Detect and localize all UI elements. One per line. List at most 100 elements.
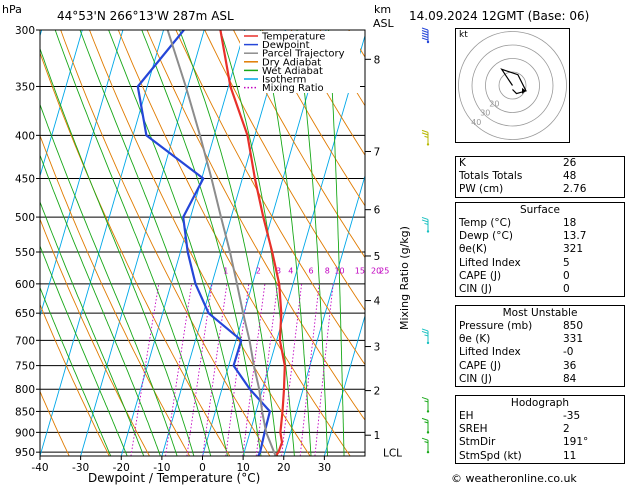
table-row: Dewp (°C) 13.7 [456,230,624,243]
temperature-tick-label: 0 [199,462,206,474]
height-unit-asl: ASL [373,17,394,30]
wet-adiabat-line [40,154,161,456]
isotherm-line [161,30,286,456]
hodograph-ring-label: 20 [489,100,499,109]
table-row: Temp (°C) 18 [456,217,624,230]
table-row: θe(K) 321 [456,243,624,256]
temperature-tick-label: 20 [277,462,290,474]
table-row: CIN (J) 0 [456,283,624,296]
mixing-ratio-line [314,283,334,456]
table-row: Lifted Index -0 [456,346,624,359]
most-unstable-value: 84 [563,372,577,385]
hodograph-table: Hodograph EH -35 SREH 2 StmDir 191° StmSpd (kt… [455,395,625,464]
wet-adiabat-line [40,47,195,456]
hodograph-ring [498,71,527,100]
km-tick-label: 6 [374,205,381,217]
pressure-tick-label: 900 [15,427,35,439]
most-unstable-title: Most Unstable [502,307,578,319]
table-row: SREH 2 [456,423,624,436]
legend-label: Mixing Ratio [262,83,324,94]
isotherm-line [40,30,83,178]
surface-label: Dewp (°C) [459,230,513,243]
hodograph-value: -35 [563,410,581,422]
isotherm-line [283,174,365,456]
most-unstable-value: 331 [563,333,584,346]
surface-value: 5 [563,256,570,269]
surface-value: 321 [563,243,584,256]
surface-value: 0 [563,283,570,296]
mixing-ratio-label: 3 [276,267,281,276]
valid-datetime: 14.09.2024 12GMT (Base: 06) [409,9,590,23]
wet-adiabat-line [296,30,328,456]
hodograph-value: 11 [563,449,577,462]
wet-adiabat-line [79,30,228,456]
isotherm-line [40,30,124,318]
mixing-ratio-label: 6 [309,267,314,276]
dry-adiabat-line [40,51,231,456]
lcl-label: LCL [383,447,402,459]
dry-adiabat-line [204,30,365,312]
pressure-tick-label: 550 [15,247,35,259]
dry-adiabat-line [175,30,365,366]
pressure-tick-label: 600 [15,279,35,291]
legend-label: Temperature [261,32,325,43]
isotherm-line [80,30,205,456]
wind-barb [421,216,430,233]
mixing-ratio-label: 2 [256,267,261,276]
km-tick-label: 1 [374,430,381,442]
dry-adiabat-line [40,134,190,456]
most-unstable-table: Most Unstable Pressure (mb) 850 θe (K) 331 L… [455,305,625,388]
wet-adiabat-line [40,244,128,456]
most-unstable-value: 850 [563,320,584,332]
wet-adiabat-line [219,30,295,456]
hodograph-ring-label: 30 [480,109,490,118]
pressure-tick-label: 850 [15,406,35,418]
y-axis-right-label: Mixing Ratio (g/kg) [398,226,411,330]
dry-adiabat-line [40,303,110,456]
pressure-tick-label: 350 [15,81,35,93]
wind-barb [421,27,430,44]
pressure-tick-label: 800 [15,384,35,396]
index-label: K [459,157,466,169]
isotherm-line [120,30,246,456]
isotherm-line [0,30,1,456]
surface-value: 0 [563,269,570,282]
most-unstable-label: Pressure (mb) [459,320,533,332]
isotherm-line [323,314,365,456]
station-location: 44°53'N 266°13'W 287m ASL [57,9,234,23]
dry-adiabat-line [261,30,365,207]
dry-adiabat-line [233,30,365,259]
hodograph-ring [471,44,554,127]
hodograph-table-title: Hodograph [510,397,570,409]
isotherm-line [242,34,365,456]
pressure-tick-label: 650 [15,308,35,320]
table-row: StmSpd (kt) 11 [456,450,624,463]
surface-label: Temp (°C) [459,217,512,229]
mixing-ratio-label: 4 [288,267,293,276]
hodograph-trace [500,68,527,95]
mixing-ratio-label: 8 [325,267,330,276]
temperature-tick-label: -30 [72,462,89,474]
wet-adiabat-line [328,30,345,456]
table-row: CAPE (J) 0 [456,270,624,283]
hodograph-ring [485,58,540,113]
wind-barb [421,129,430,146]
temperature-tick-label: -40 [31,462,48,474]
indices-table: K 26 Totals Totals 48 PW (cm) 2.76 [455,156,625,198]
hodograph-label: SREH [459,423,488,436]
legend-label: Dewpoint [262,40,310,51]
height-unit-km: km [374,3,392,16]
x-axis-label: Dewpoint / Temperature (°C) [88,471,261,485]
copyright-footer: © weatheronline.co.uk [451,472,577,485]
pressure-unit-label: hPa [2,3,22,16]
most-unstable-label: CIN (J) [459,372,492,385]
table-row: Totals Totals 48 [456,170,624,183]
series-dewpoint [136,30,271,456]
km-tick-label: 8 [374,54,381,66]
km-tick-label: 5 [374,251,381,263]
index-label: Totals Totals [459,170,523,183]
mixing-ratio-label: 1 [223,267,228,276]
table-row: StmDir 191° [456,436,624,449]
km-tick-label: 3 [374,342,381,354]
